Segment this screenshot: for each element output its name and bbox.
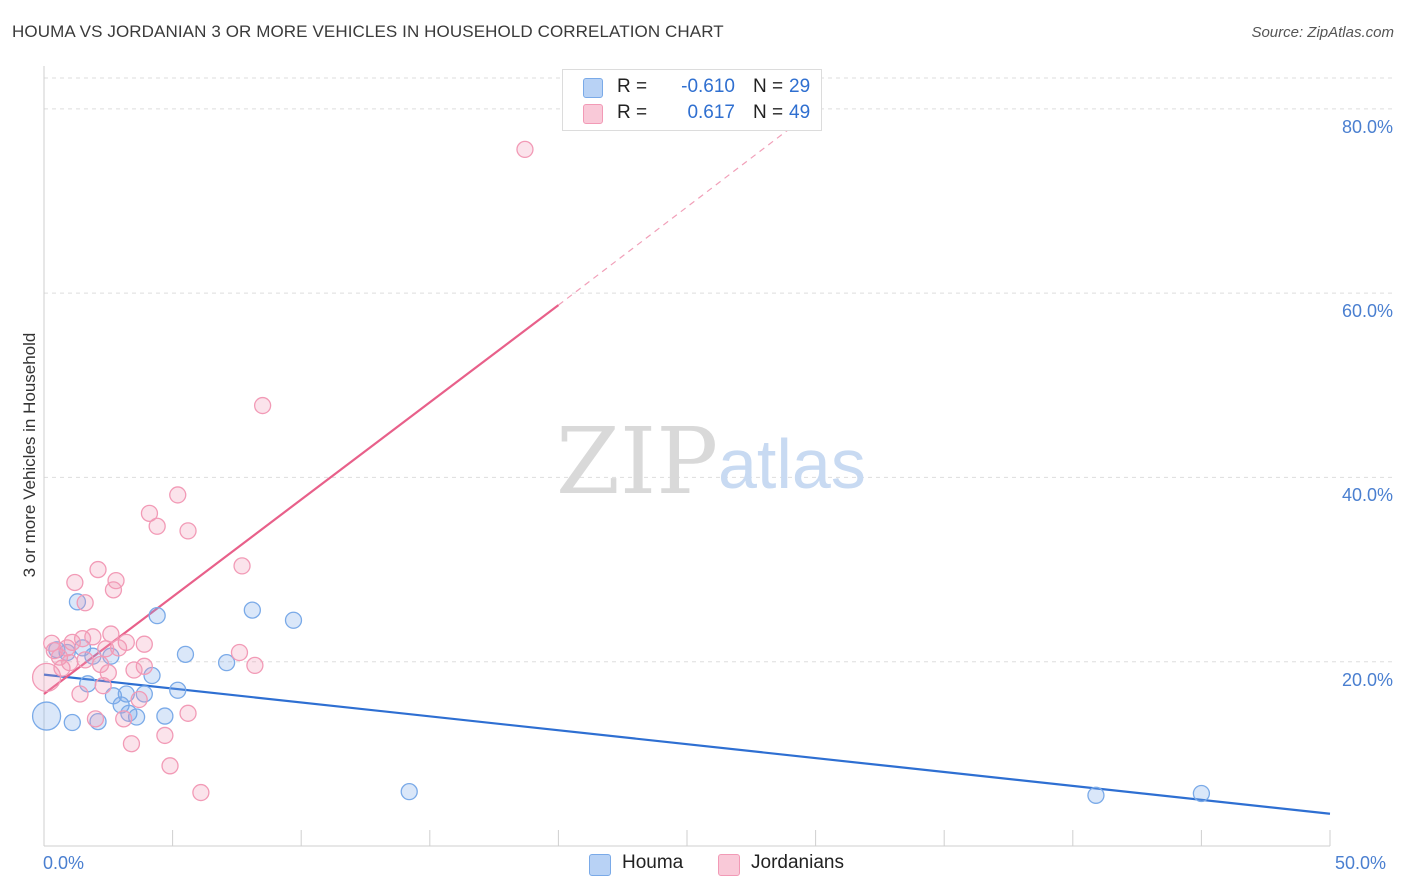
point-jordanians — [135, 635, 153, 653]
point-jordanians — [179, 522, 197, 540]
grid-lines — [44, 77, 1392, 663]
point-houma — [31, 701, 62, 731]
bottom-legend-swatch-houma — [589, 854, 611, 876]
bottom-legend-label-jordanians: Jordanians — [751, 852, 844, 873]
legend-n-value: 49 — [789, 102, 811, 123]
x-tick-label-min: 0.0% — [43, 853, 85, 873]
point-jordanians — [161, 757, 179, 775]
point-houma — [400, 782, 418, 801]
y-tick-label: 80.0% — [1341, 116, 1393, 137]
point-houma — [176, 645, 195, 663]
legend-r-label: R = — [617, 102, 648, 123]
point-jordanians — [66, 573, 84, 592]
point-jordanians — [192, 783, 210, 802]
point-jordanians — [94, 677, 112, 695]
watermark-atlas: atlas — [718, 425, 866, 503]
point-jordanians — [99, 664, 117, 682]
point-jordanians — [76, 651, 94, 669]
point-jordanians — [169, 486, 187, 504]
chart-title: HOUMA VS JORDANIAN 3 OR MORE VEHICLES IN… — [12, 22, 724, 41]
legend-swatch-houma — [583, 78, 603, 98]
point-jordanians — [122, 735, 141, 753]
point-jordanians — [84, 628, 102, 646]
point-jordanians — [31, 662, 62, 693]
point-jordanians — [130, 690, 148, 709]
point-houma — [148, 606, 166, 625]
point-jordanians — [86, 710, 105, 728]
stats-legend: R = -0.610 N = 29 R = 0.617 N = 49 — [562, 69, 822, 131]
chart-source: Source: ZipAtlas.com — [1251, 24, 1394, 41]
watermark: ZIP atlas — [556, 408, 866, 515]
point-jordanians — [63, 633, 81, 652]
watermark-zip: ZIP — [556, 408, 718, 515]
x-tick-label-max: 50.0% — [1335, 853, 1387, 873]
point-jordanians — [115, 710, 133, 728]
point-jordanians — [102, 625, 120, 643]
point-jordanians — [516, 140, 534, 159]
point-houma — [63, 713, 81, 732]
y-tick-label: 40.0% — [1341, 485, 1393, 506]
trend-line-jordanians — [43, 304, 560, 695]
trend-lines — [43, 108, 1331, 815]
legend-n-value: 29 — [789, 76, 811, 97]
point-houma — [217, 653, 236, 672]
point-houma — [156, 707, 174, 725]
legend-r-value: -0.610 — [681, 76, 735, 97]
point-houma — [127, 708, 146, 726]
axes — [43, 66, 1331, 847]
point-houma — [243, 601, 261, 619]
point-jordanians — [156, 726, 174, 745]
trend-line-extension-jordanians — [558, 108, 816, 306]
point-jordanians — [61, 653, 79, 672]
point-jordanians — [140, 504, 159, 523]
point-jordanians — [89, 560, 107, 579]
point-houma — [169, 681, 187, 699]
point-houma — [284, 611, 303, 629]
point-houma — [1087, 786, 1105, 804]
trend-line-houma — [43, 673, 1331, 815]
point-jordanians — [233, 557, 251, 575]
point-jordanians — [135, 657, 153, 675]
bottom-legend-label-houma: Houma — [622, 852, 684, 873]
y-tick-label: 20.0% — [1341, 669, 1393, 690]
legend-n-label: N = — [753, 102, 784, 123]
legend-n-label: N = — [753, 76, 784, 97]
point-jordanians — [125, 661, 143, 679]
legend-r-value: 0.617 — [687, 102, 735, 123]
point-jordanians — [71, 685, 89, 703]
legend-swatch-jordanians — [583, 104, 603, 124]
point-jordanians — [148, 517, 166, 535]
point-jordanians — [253, 396, 272, 415]
point-jordanians — [179, 704, 197, 722]
point-houma — [89, 712, 107, 731]
point-houma — [1192, 784, 1211, 803]
point-jordanians — [76, 594, 94, 612]
data-points — [31, 140, 1211, 804]
point-jordanians — [230, 643, 249, 662]
legend-r-label: R = — [617, 76, 648, 97]
point-jordanians — [117, 633, 135, 652]
y-tick-label: 60.0% — [1341, 301, 1393, 322]
point-jordanians — [107, 571, 125, 590]
point-jordanians — [246, 656, 264, 675]
bottom-legend-swatch-jordanians — [718, 854, 740, 876]
